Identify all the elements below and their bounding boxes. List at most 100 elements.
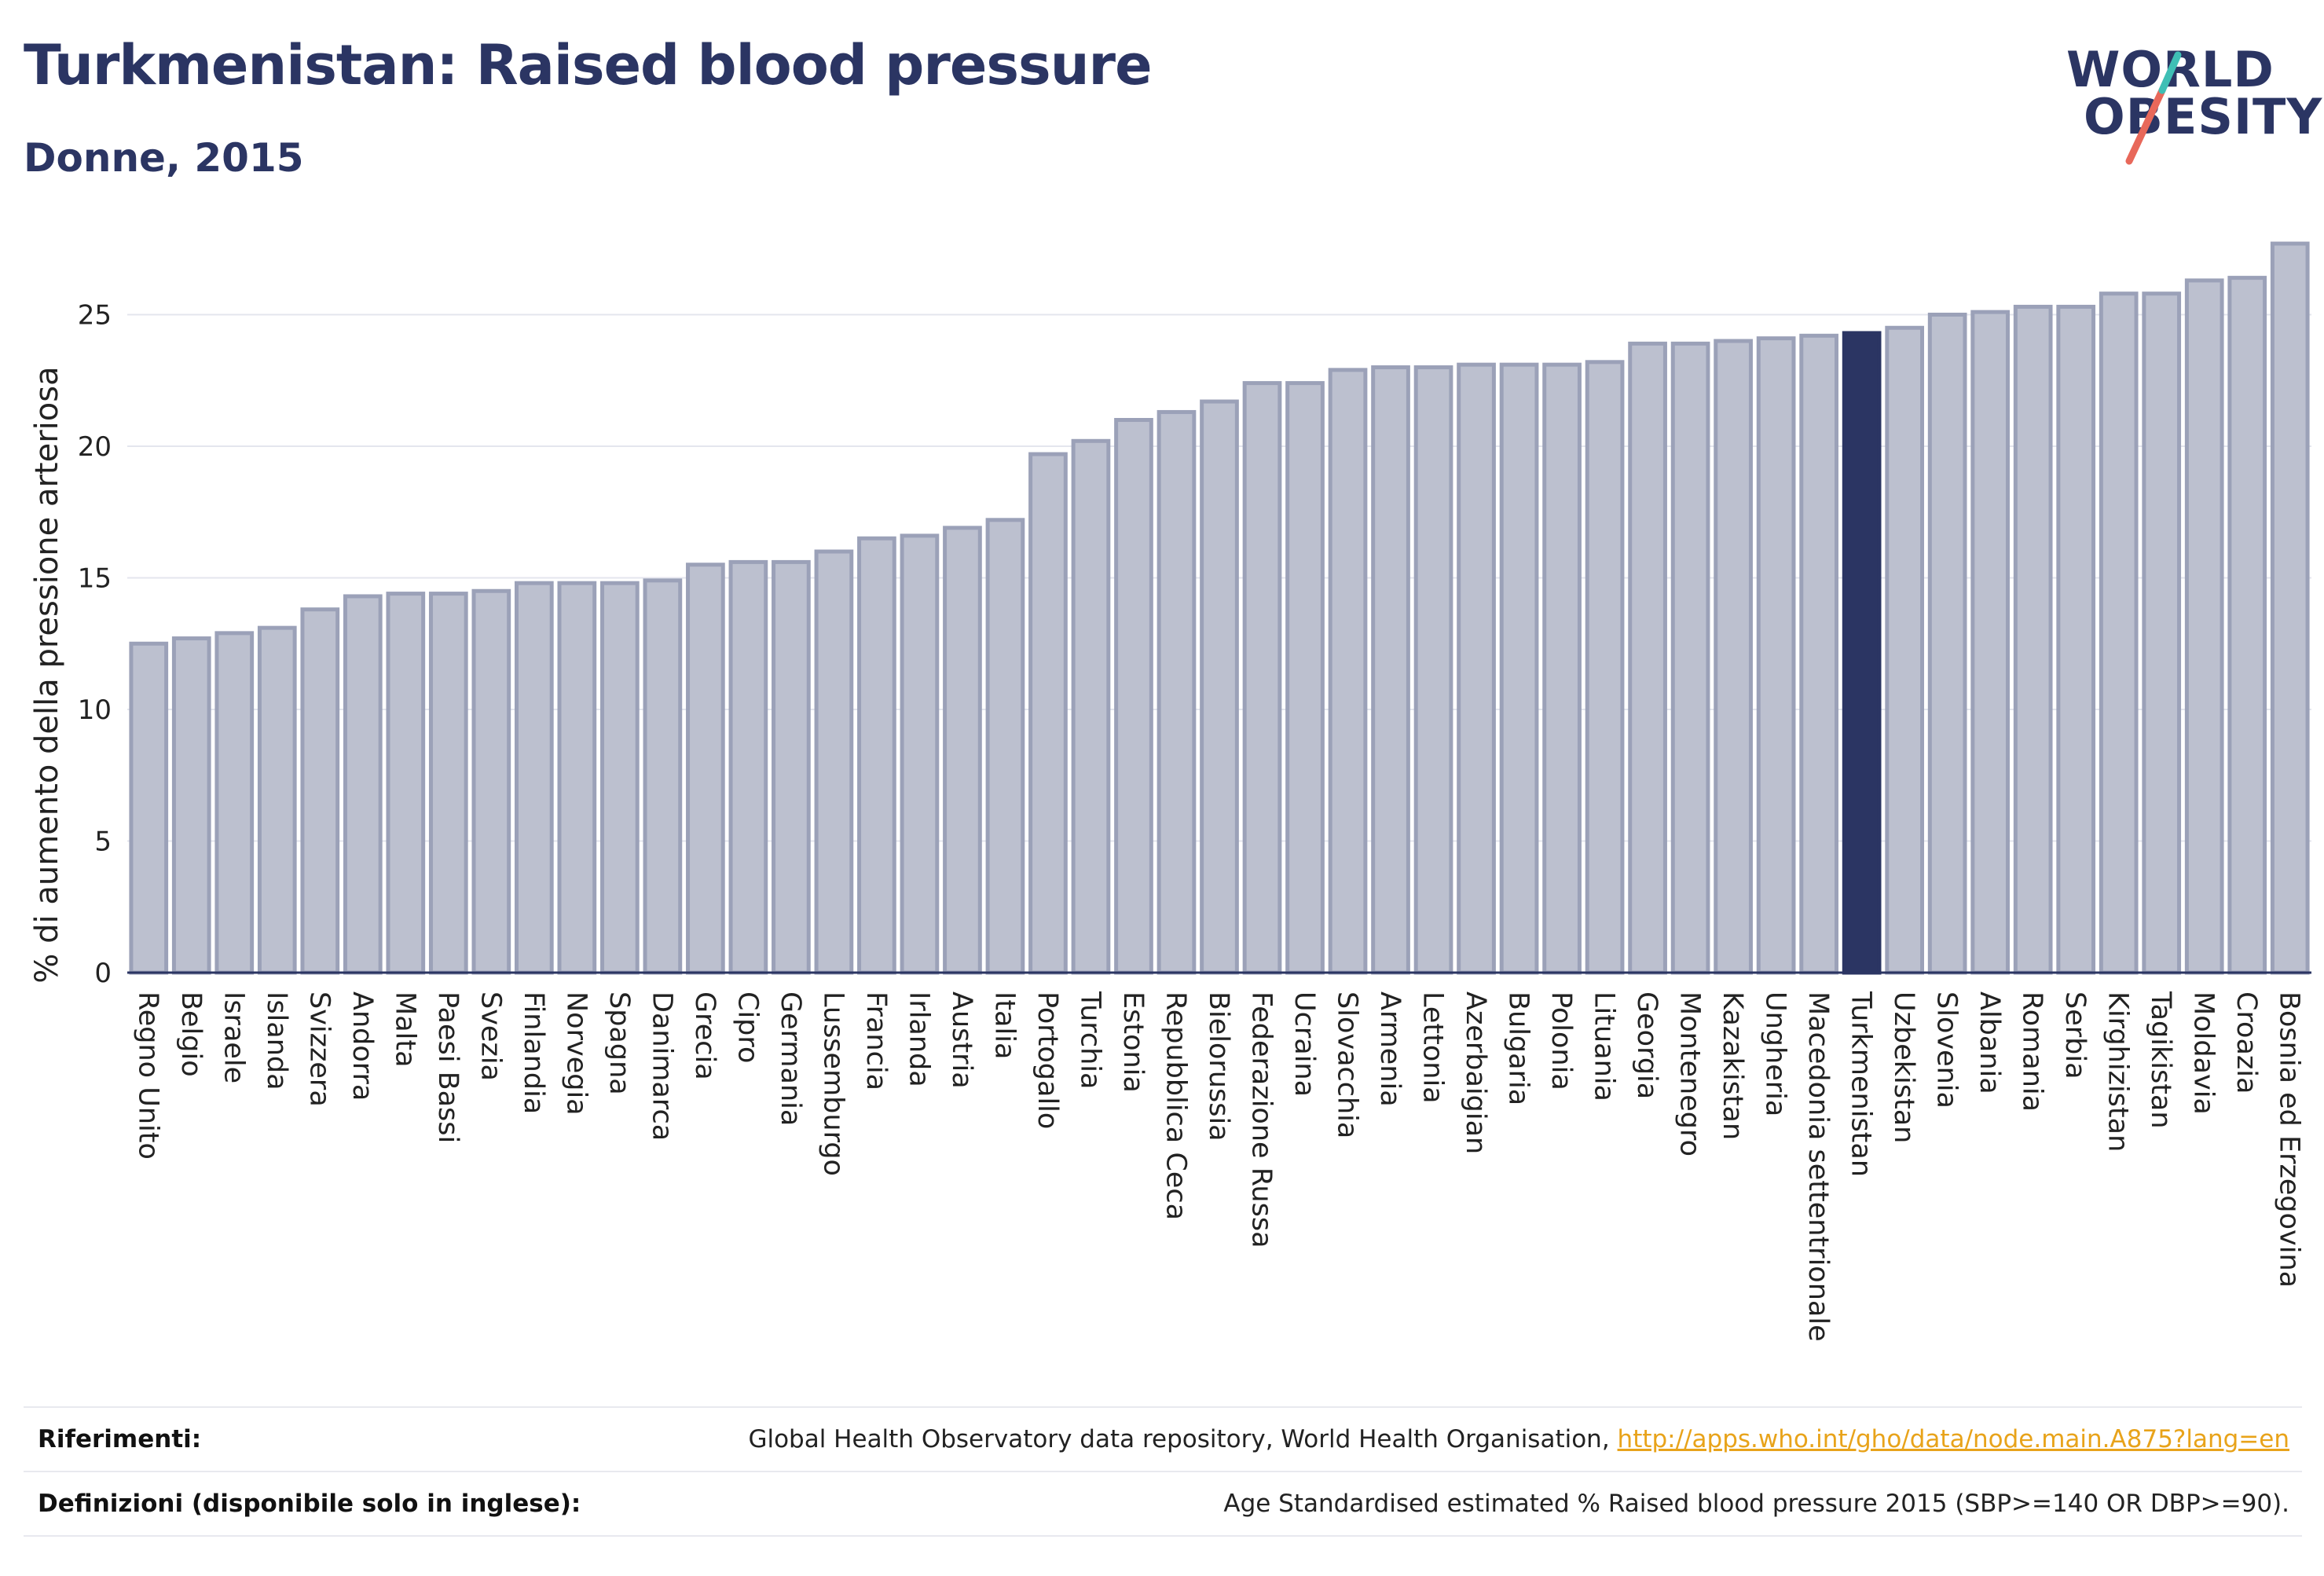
x-tick-label: Finlandia	[518, 991, 549, 1114]
x-tick-label: Belgio	[175, 991, 207, 1077]
bar	[2270, 241, 2310, 975]
bar	[2099, 291, 2139, 975]
bar	[1242, 381, 1282, 975]
x-tick-label: Bulgaria	[1503, 991, 1534, 1105]
x-tick-label: Francia	[860, 991, 892, 1090]
y-tick-label: 0	[94, 958, 112, 989]
bar	[1927, 313, 1967, 975]
x-tick-label: Irlanda	[903, 991, 934, 1087]
bar	[1285, 381, 1325, 975]
bar	[257, 625, 297, 975]
bar	[686, 563, 725, 975]
bar	[428, 592, 468, 975]
x-tick-label: Germania	[775, 991, 806, 1126]
bar	[1328, 368, 1368, 975]
bar	[600, 581, 640, 975]
x-tick-label: Ucraina	[1288, 991, 1320, 1097]
x-tick-label: Lituania	[1589, 991, 1620, 1101]
x-tick-label: Ungheria	[1760, 991, 1791, 1116]
logo-slash-icon	[2125, 51, 2182, 165]
references-row: Riferimenti: Global Health Observatory d…	[24, 1406, 2302, 1471]
bar	[1371, 365, 1410, 975]
bar	[214, 631, 255, 975]
x-tick-label: Italia	[988, 991, 1020, 1059]
bar	[386, 592, 426, 975]
bar	[1542, 362, 1582, 975]
x-tick-label: Danimarca	[646, 991, 677, 1141]
x-tick-label: Serbia	[2059, 991, 2091, 1079]
x-tick-label: Kirghizistan	[2102, 991, 2134, 1152]
bar	[1799, 333, 1838, 975]
x-tick-label: Cipro	[731, 991, 763, 1063]
bar	[857, 536, 896, 975]
x-tick-label: Svezia	[475, 991, 506, 1081]
x-tick-label: Lussemburgo	[817, 991, 849, 1176]
x-tick-label: Portogallo	[1032, 991, 1063, 1129]
x-tick-label: Federazione Russa	[1246, 991, 1277, 1248]
x-tick-label: Macedonia settentrionale	[1802, 991, 1834, 1342]
x-tick-label: Slovacchia	[1332, 991, 1363, 1138]
bar	[1413, 365, 1453, 975]
bar	[2227, 276, 2267, 975]
x-tick-label: Romania	[2017, 991, 2048, 1112]
bar	[814, 549, 854, 975]
x-tick-label: Georgia	[1631, 991, 1662, 1099]
x-tick-label: Kazakistan	[1717, 991, 1748, 1140]
logo-line-2: OBESITY	[2084, 88, 2323, 145]
bar	[1714, 339, 1753, 975]
bar	[300, 607, 340, 975]
bar	[1670, 341, 1710, 975]
footer-divider	[24, 1535, 2302, 1537]
x-tick-label: Regno Unito	[132, 991, 163, 1160]
x-tick-label: Turkmenistan	[1846, 991, 1877, 1177]
bar	[1756, 336, 1796, 975]
bar	[557, 581, 597, 975]
x-tick-label: Moldavia	[2188, 991, 2220, 1115]
bar	[943, 526, 982, 975]
x-tick-label: Croazia	[2231, 991, 2262, 1094]
bar	[343, 594, 383, 975]
y-axis-label: % di aumento della pressione arteriosa	[29, 366, 65, 983]
bar	[1157, 409, 1197, 975]
x-tick-label: Polonia	[1545, 991, 1577, 1090]
world-obesity-logo: WORLD OBESITY	[2043, 31, 2322, 173]
bar	[1200, 399, 1239, 975]
y-tick-label: 20	[78, 431, 112, 463]
x-tick-label: Svizzera	[303, 991, 335, 1107]
definitions-row: Definizioni (disponibile solo in inglese…	[24, 1471, 2302, 1535]
x-tick-label: Slovenia	[1931, 991, 1963, 1109]
x-tick-label: Bielorussia	[1203, 991, 1234, 1142]
x-tick-label: Grecia	[689, 991, 720, 1080]
bar	[985, 518, 1025, 975]
bar	[1628, 341, 1667, 975]
references-link[interactable]: http://apps.who.int/gho/data/node.main.A…	[1617, 1425, 2289, 1453]
chart-subtitle: Donne, 2015	[24, 135, 304, 181]
bar	[1499, 362, 1539, 975]
references-value: Global Health Observatory data repositor…	[748, 1425, 2289, 1453]
bar-chart: 0 5 10 15 20 25 % di aumento della pressione a…	[29, 241, 2311, 1342]
bar	[1842, 331, 1882, 975]
x-tick-label: Armenia	[1374, 991, 1406, 1107]
x-tick-label: Azerbaigian	[1460, 991, 1491, 1154]
x-tick-label: Bosnia ed Erzegovina	[2274, 991, 2305, 1288]
bar	[129, 641, 169, 975]
bar	[1885, 325, 1925, 975]
x-tick-label: Lettonia	[1417, 991, 1449, 1104]
bar	[2056, 304, 2096, 975]
bar	[1585, 360, 1625, 975]
x-tick-label: Israele	[218, 991, 249, 1083]
x-tick-label: Norvegia	[560, 991, 592, 1116]
x-tick-label: Montenegro	[1674, 991, 1706, 1156]
x-tick-label: Estonia	[1117, 991, 1149, 1093]
bar	[514, 581, 554, 975]
bar	[1114, 418, 1153, 975]
bar	[1071, 438, 1111, 975]
bar	[2142, 291, 2182, 975]
bar	[772, 559, 811, 975]
bar	[900, 533, 940, 975]
x-tick-label: Albania	[1974, 991, 2005, 1094]
references-label: Riferimenti:	[38, 1425, 202, 1453]
definitions-value: Age Standardised estimated % Raised bloo…	[1223, 1490, 2289, 1518]
x-tick-label: Repubblica Ceca	[1160, 991, 1191, 1220]
bar	[643, 578, 683, 975]
